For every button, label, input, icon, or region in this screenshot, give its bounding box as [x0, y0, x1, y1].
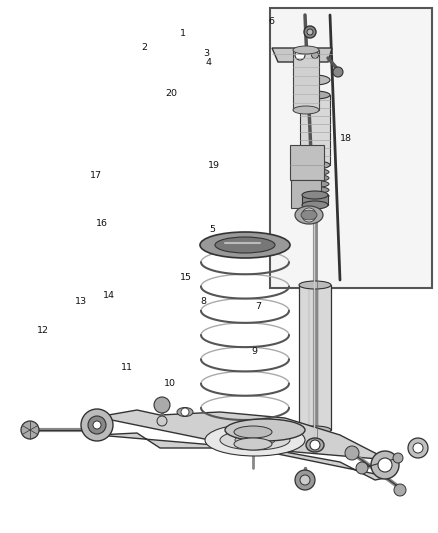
- Circle shape: [157, 416, 167, 426]
- Circle shape: [371, 451, 399, 479]
- Circle shape: [295, 470, 315, 490]
- Ellipse shape: [205, 424, 305, 456]
- Bar: [302, 195, 328, 205]
- Ellipse shape: [302, 201, 328, 209]
- Ellipse shape: [200, 232, 290, 258]
- Circle shape: [378, 458, 392, 472]
- Text: 15: 15: [180, 273, 192, 281]
- Ellipse shape: [301, 187, 329, 193]
- Ellipse shape: [220, 430, 290, 450]
- Circle shape: [21, 421, 39, 439]
- Text: 5: 5: [209, 225, 215, 233]
- Ellipse shape: [300, 91, 330, 99]
- Text: 17: 17: [89, 172, 102, 180]
- Polygon shape: [97, 410, 390, 480]
- Ellipse shape: [299, 426, 331, 434]
- Text: 12: 12: [37, 326, 49, 335]
- Circle shape: [394, 484, 406, 496]
- Text: 10: 10: [164, 379, 176, 388]
- Circle shape: [81, 409, 113, 441]
- Bar: [290, 145, 324, 180]
- Text: 4: 4: [205, 59, 211, 67]
- Ellipse shape: [299, 281, 331, 289]
- Ellipse shape: [215, 237, 275, 253]
- Text: 11: 11: [121, 364, 133, 372]
- Circle shape: [413, 443, 423, 453]
- Ellipse shape: [295, 206, 323, 224]
- Circle shape: [181, 408, 189, 416]
- Circle shape: [295, 50, 305, 60]
- Bar: [300, 95, 330, 165]
- Ellipse shape: [301, 168, 329, 175]
- Circle shape: [304, 26, 316, 38]
- Text: 1: 1: [180, 29, 186, 37]
- Circle shape: [93, 421, 101, 429]
- Circle shape: [345, 446, 359, 460]
- Text: 16: 16: [96, 220, 108, 228]
- Text: 20: 20: [165, 89, 177, 98]
- Text: 9: 9: [251, 348, 257, 356]
- Circle shape: [88, 416, 106, 434]
- Circle shape: [300, 475, 310, 485]
- Text: 3: 3: [203, 49, 209, 58]
- Text: 8: 8: [201, 297, 207, 305]
- Text: 7: 7: [255, 302, 261, 311]
- Ellipse shape: [234, 438, 272, 450]
- Circle shape: [408, 438, 428, 458]
- Text: 13: 13: [75, 297, 87, 305]
- Ellipse shape: [177, 408, 193, 416]
- Circle shape: [154, 397, 170, 413]
- Text: 19: 19: [208, 161, 220, 169]
- Circle shape: [307, 29, 313, 35]
- Circle shape: [311, 52, 318, 59]
- Bar: [223, 430, 293, 444]
- Polygon shape: [272, 48, 332, 62]
- Ellipse shape: [300, 75, 330, 85]
- Circle shape: [310, 440, 320, 450]
- Ellipse shape: [293, 46, 319, 54]
- Text: 2: 2: [141, 44, 148, 52]
- Ellipse shape: [225, 419, 305, 441]
- Circle shape: [393, 453, 403, 463]
- Text: 6: 6: [268, 17, 275, 26]
- Ellipse shape: [301, 210, 317, 220]
- Ellipse shape: [301, 181, 329, 188]
- Ellipse shape: [301, 174, 329, 182]
- Bar: [293, 50, 319, 110]
- Bar: [291, 180, 321, 208]
- Ellipse shape: [306, 438, 324, 452]
- Ellipse shape: [234, 426, 272, 438]
- Ellipse shape: [302, 191, 328, 199]
- Ellipse shape: [300, 161, 330, 169]
- Ellipse shape: [235, 434, 275, 446]
- Ellipse shape: [301, 192, 329, 199]
- Ellipse shape: [293, 106, 319, 114]
- Bar: [270, 8, 432, 288]
- Bar: [299, 285, 331, 430]
- Text: 18: 18: [340, 134, 352, 143]
- Circle shape: [302, 208, 316, 222]
- Text: 14: 14: [102, 292, 115, 300]
- Circle shape: [333, 67, 343, 77]
- Circle shape: [356, 462, 368, 474]
